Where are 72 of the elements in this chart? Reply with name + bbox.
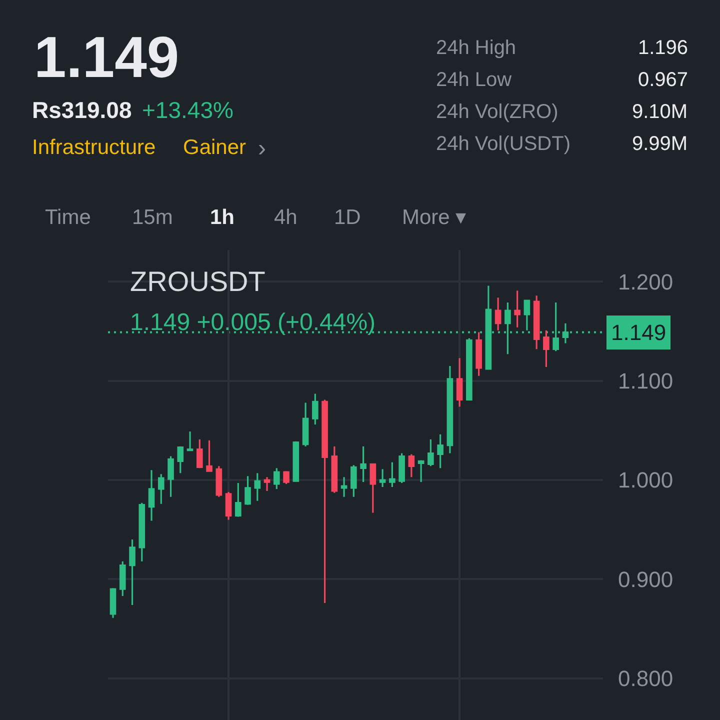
text: Gainer [183,136,246,159]
candlestick [274,467,280,490]
text: Infrastructure [32,136,156,159]
text: 1h [210,206,235,229]
y-tick-label: 1.200 [618,269,674,294]
candlestick [543,330,550,368]
text: 0.967 [638,69,688,91]
text: ZROUSDT [130,266,266,297]
candlestick [533,294,540,350]
candlestick [322,398,328,604]
candlestick [186,430,194,452]
candlestick [138,502,146,562]
candlestick [244,475,251,506]
candlestick [446,365,454,454]
candlestick [379,468,386,488]
candlestick [129,538,136,606]
text: 24h High [436,37,516,59]
candlestick [196,438,203,469]
candlestick [389,461,396,488]
candlestick [302,402,309,448]
candlestick [331,446,338,494]
y-tick-label: 0.800 [618,666,674,692]
text: 15m [132,206,173,229]
candlestick [514,290,520,328]
candlestick [437,434,444,469]
candlestick [216,465,222,498]
candlestick [148,469,155,522]
candlestick [408,453,415,478]
candlestick [350,464,357,498]
candlestick [158,473,164,505]
candlestick [428,438,434,467]
text: 1.196 [638,37,688,59]
candlestick [234,482,242,518]
candlestick [119,560,126,597]
candlestick [225,491,232,520]
candlestick [418,459,424,483]
y-tick-label: 1.100 [618,368,674,394]
candlestick [177,446,184,474]
candlestick [466,337,472,401]
text: 24h Low [436,69,512,91]
text: › [258,135,266,162]
text: 24h Vol(ZRO) [436,101,558,123]
candlestick [168,455,174,498]
candlestick [456,357,463,408]
text: +13.43% [142,97,234,123]
text: More ▾ [402,206,467,229]
candlestick [360,446,366,483]
candlestick [524,300,530,332]
text: 1D [334,206,361,229]
candlestick [476,332,482,377]
y-tick-label: 0.900 [618,566,674,592]
candlestick [264,476,270,492]
text: 24h Vol(USDT) [436,133,570,155]
text: 1.149 [34,25,180,90]
text: 1.149 +0.005 (+0.44%) [130,309,376,336]
text: Time [45,206,91,229]
y-tick-label: 1.000 [618,468,674,493]
candlestick [340,476,348,498]
candlestick [370,463,376,514]
candlestick [494,296,502,332]
candlestick [398,452,405,484]
text: 9.10M [632,101,688,123]
text: Rs319.08 [32,97,132,123]
text: 4h [274,206,298,229]
candlestick [206,440,212,472]
candlestick [110,587,116,619]
candlestick [292,440,300,482]
text: 9.99M [632,133,688,155]
candlestick [283,470,290,485]
candlestick [254,472,261,502]
candlestick [312,392,318,426]
ref-line-label: 1.149 [611,320,666,345]
